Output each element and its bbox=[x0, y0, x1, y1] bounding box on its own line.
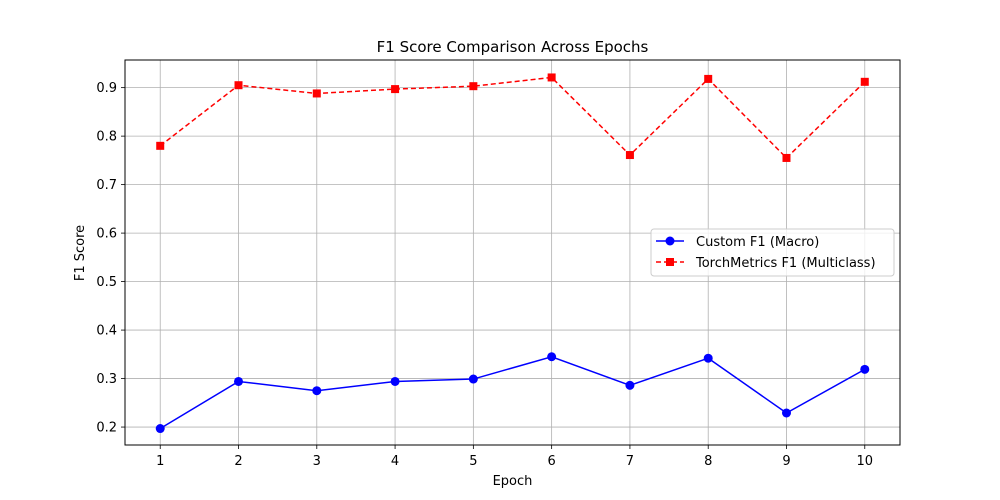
x-tick-label: 6 bbox=[548, 454, 556, 469]
data-point bbox=[390, 376, 400, 386]
x-tick-label: 7 bbox=[626, 454, 634, 469]
data-point bbox=[155, 424, 165, 434]
data-point bbox=[234, 81, 243, 90]
x-tick-label: 1 bbox=[156, 454, 164, 469]
legend-marker-custom bbox=[665, 236, 675, 246]
data-point bbox=[781, 408, 791, 418]
data-point bbox=[547, 73, 556, 82]
x-tick-label: 2 bbox=[234, 454, 242, 469]
data-point bbox=[703, 353, 713, 363]
data-point bbox=[391, 85, 400, 94]
x-tick-label: 10 bbox=[856, 454, 873, 469]
data-point bbox=[234, 376, 244, 386]
series-line bbox=[159, 76, 866, 160]
y-tick-label: 0.2 bbox=[96, 421, 117, 436]
plot-frame bbox=[124, 59, 901, 446]
data-point bbox=[625, 151, 634, 160]
y-tick-label: 0.9 bbox=[96, 81, 117, 96]
y-tick-label: 0.7 bbox=[96, 178, 117, 193]
data-point bbox=[312, 386, 322, 396]
data-point bbox=[312, 89, 321, 98]
x-tick-label: 9 bbox=[782, 454, 790, 469]
data-point bbox=[860, 77, 869, 86]
x-tick-label: 3 bbox=[313, 454, 321, 469]
legend: Custom F1 (Macro) TorchMetrics F1 (Multi… bbox=[650, 228, 895, 277]
data-point bbox=[782, 153, 791, 162]
x-tick-label: 8 bbox=[704, 454, 712, 469]
y-tick-label: 0.6 bbox=[96, 227, 117, 242]
series-line bbox=[159, 355, 866, 430]
x-tick-label: 4 bbox=[391, 454, 399, 469]
data-point bbox=[860, 364, 870, 374]
data-point bbox=[704, 74, 713, 83]
data-point bbox=[547, 352, 557, 362]
x-tick-label: 5 bbox=[469, 454, 477, 469]
chart-title: F1 Score Comparison Across Epochs bbox=[377, 38, 649, 56]
x-axis: 1 2 3 4 5 6 7 8 9 10 bbox=[156, 445, 873, 469]
grid bbox=[125, 60, 900, 445]
y-tick-label: 0.4 bbox=[96, 324, 117, 339]
series-layer bbox=[155, 73, 870, 434]
legend-box bbox=[650, 228, 895, 277]
series-torchmetrics-f1 bbox=[156, 73, 869, 162]
y-tick-label: 0.3 bbox=[96, 372, 117, 387]
x-axis-label: Epoch bbox=[493, 474, 533, 489]
legend-label-torchmetrics: TorchMetrics F1 (Multiclass) bbox=[695, 256, 876, 271]
y-axis-label: F1 Score bbox=[73, 225, 88, 281]
y-tick-label: 0.5 bbox=[96, 275, 117, 290]
series-custom-f1 bbox=[155, 352, 870, 434]
legend-marker-torchmetrics bbox=[666, 258, 674, 266]
data-point bbox=[625, 380, 635, 390]
data-point bbox=[156, 141, 165, 150]
data-point bbox=[468, 374, 478, 384]
y-tick-label: 0.8 bbox=[96, 130, 117, 145]
y-axis: 0.2 0.3 0.4 0.5 0.6 0.7 0.8 0.9 bbox=[96, 81, 125, 436]
data-point bbox=[469, 82, 478, 91]
legend-label-custom: Custom F1 (Macro) bbox=[696, 235, 819, 250]
